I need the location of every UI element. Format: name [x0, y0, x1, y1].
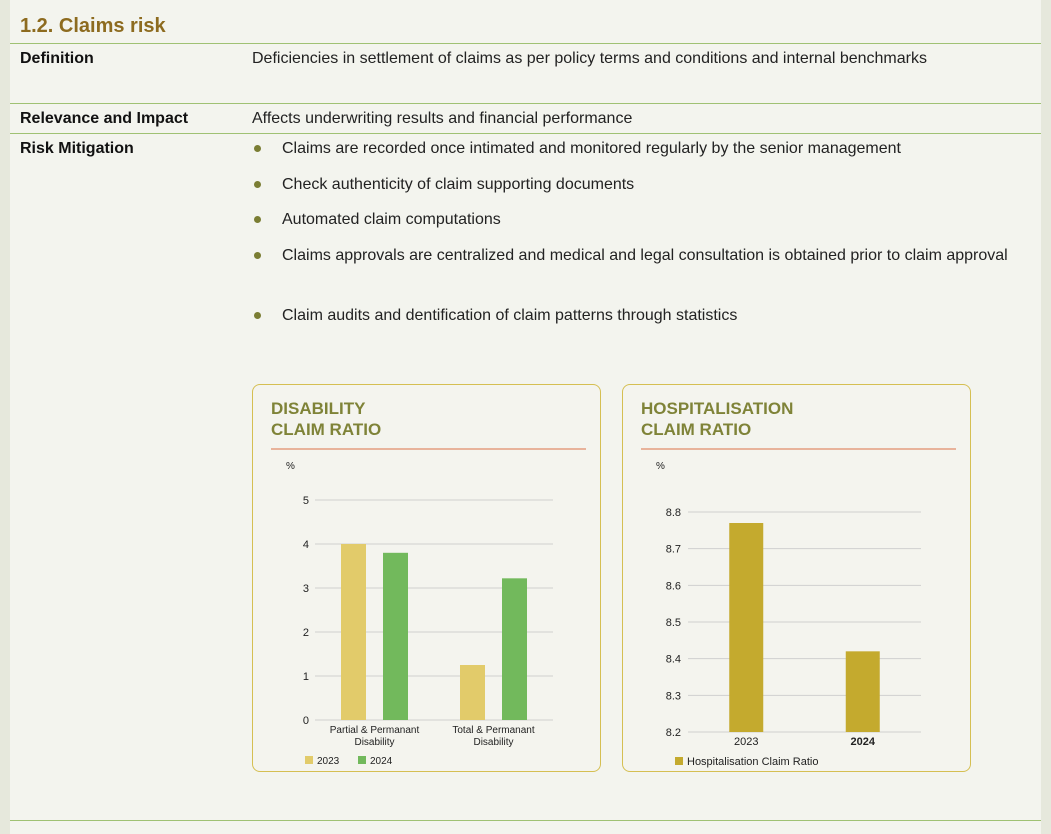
list-item: Check authenticity of claim supporting d…: [282, 176, 635, 193]
legend-swatch: [305, 756, 313, 764]
y-tick-label: 0: [303, 715, 309, 727]
x-tick-label: Disability: [354, 737, 394, 748]
y-tick-label: 4: [303, 539, 309, 551]
y-tick-label: 5: [303, 495, 309, 507]
legend-swatch: [358, 756, 366, 764]
chart-title-rule: [641, 448, 956, 450]
list-item: Claims approvals are centralized and med…: [282, 247, 1008, 264]
y-tick-label: 8.6: [666, 580, 681, 592]
list-item: Claims are recorded once intimated and m…: [282, 140, 901, 157]
x-tick-label: 2024: [851, 736, 876, 748]
bar-2024: [845, 651, 880, 732]
chart-title-line: HOSPITALISATION: [641, 399, 794, 418]
bar-2023: [729, 523, 764, 732]
chart-title-line: CLAIM RATIO: [641, 420, 752, 439]
y-axis-unit: %: [286, 461, 295, 472]
bullet-icon: [254, 216, 261, 223]
y-tick-label: 3: [303, 583, 309, 595]
definition-text: Deficiencies in settlement of claims as …: [252, 50, 927, 67]
definition-label: Definition: [20, 50, 94, 67]
disability-chart-card: DISABILITY CLAIM RATIO % 0 1 2 3 4 5 Partial & …: [252, 384, 601, 772]
y-tick-label: 2: [303, 627, 309, 639]
claims-risk-panel: 1.2. Claims risk Definition Deficiencies…: [10, 0, 1041, 834]
list-item: Automated claim computations: [282, 211, 501, 228]
divider: [10, 820, 1041, 821]
disability-chart-title: DISABILITY CLAIM RATIO: [271, 398, 571, 440]
bullet-icon: [254, 145, 261, 152]
bar-2023: [460, 665, 485, 720]
bullet-icon: [254, 252, 261, 259]
relevance-text: Affects underwriting results and financi…: [252, 110, 633, 127]
bar-2023: [341, 544, 366, 720]
x-tick-label: 2023: [734, 736, 758, 748]
mitigation-label: Risk Mitigation: [20, 140, 134, 157]
list-item: Claim audits and dentification of claim …: [282, 307, 738, 324]
legend-label: 2024: [370, 756, 393, 767]
chart-title-line: DISABILITY: [271, 399, 366, 418]
legend-label: 2023: [317, 756, 340, 767]
chart-title-line: CLAIM RATIO: [271, 420, 382, 439]
y-tick-label: 8.8: [666, 507, 681, 519]
x-tick-label: Total & Permanant: [452, 725, 534, 736]
hospitalisation-bar-chart: % 8.2 8.3 8.4 8.5 8.6 8.7 8.8 2023 2024 Hospitalis…: [656, 461, 921, 768]
x-tick-label: Disability: [473, 737, 513, 748]
divider: [10, 43, 1041, 44]
y-tick-label: 8.2: [666, 727, 681, 739]
chart-title-rule: [271, 448, 586, 450]
hospitalisation-chart-card: HOSPITALISATION CLAIM RATIO % 8.2 8.3 8.4 8.…: [622, 384, 971, 772]
y-tick-label: 8.4: [666, 654, 681, 666]
y-tick-label: 1: [303, 671, 309, 683]
divider: [10, 103, 1041, 104]
divider: [10, 133, 1041, 134]
y-tick-label: 8.3: [666, 690, 681, 702]
relevance-label: Relevance and Impact: [20, 110, 189, 127]
y-tick-label: 8.7: [666, 544, 681, 556]
bar-2024: [383, 552, 408, 720]
legend-swatch: [675, 757, 683, 765]
section-title: 1.2. Claims risk: [20, 15, 166, 37]
y-tick-label: 8.5: [666, 617, 681, 629]
legend-label: Hospitalisation Claim Ratio: [687, 756, 818, 768]
y-axis-unit: %: [656, 461, 665, 472]
hospitalisation-chart-title: HOSPITALISATION CLAIM RATIO: [641, 398, 941, 440]
x-tick-label: Partial & Permanant: [330, 725, 420, 736]
bar-2024: [502, 578, 527, 720]
bullet-icon: [254, 181, 261, 188]
bullet-icon: [254, 312, 261, 319]
